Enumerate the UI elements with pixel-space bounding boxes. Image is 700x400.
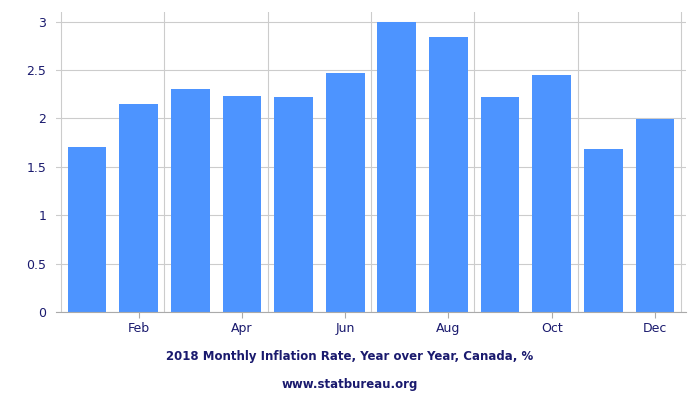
Bar <box>533 75 571 312</box>
Bar <box>636 120 674 312</box>
Bar <box>119 104 158 312</box>
Bar <box>171 90 209 312</box>
Text: www.statbureau.org: www.statbureau.org <box>282 378 418 391</box>
Bar <box>377 22 416 312</box>
Bar <box>223 96 261 312</box>
Bar <box>481 97 519 312</box>
Text: 2018 Monthly Inflation Rate, Year over Year, Canada, %: 2018 Monthly Inflation Rate, Year over Y… <box>167 350 533 363</box>
Bar <box>68 148 106 312</box>
Bar <box>429 37 468 312</box>
Bar <box>584 150 623 312</box>
Bar <box>326 73 365 312</box>
Bar <box>274 97 313 312</box>
